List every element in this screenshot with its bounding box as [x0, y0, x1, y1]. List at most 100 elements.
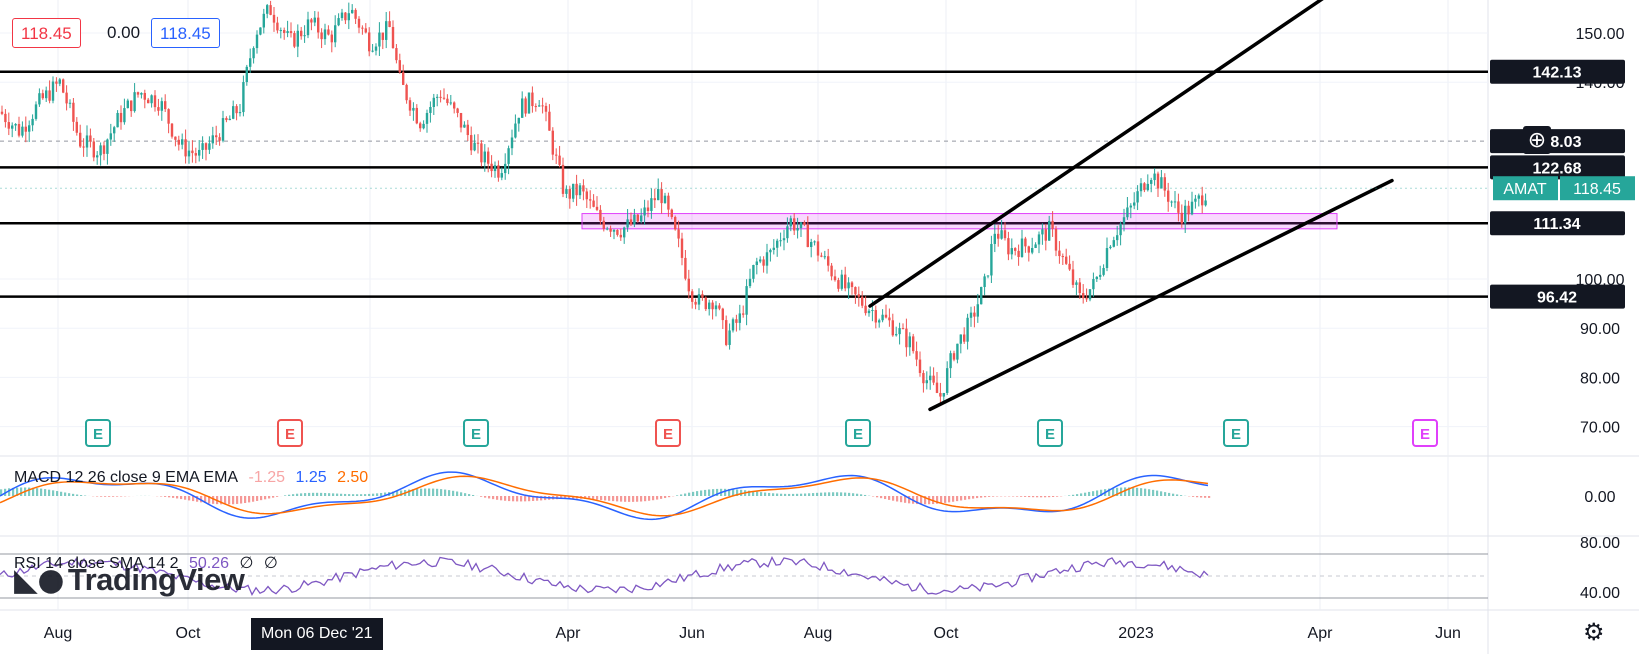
- macd-histogram-bar: [436, 488, 439, 496]
- macd-histogram-bar: [332, 493, 335, 496]
- candle-body: [993, 233, 996, 244]
- macd-histogram-bar: [232, 496, 235, 505]
- macd-histogram-bar: [764, 492, 767, 496]
- candle-body: [255, 34, 259, 49]
- candle-body: [252, 48, 255, 59]
- candle-body: [439, 96, 442, 98]
- price-left-box: 118.45: [12, 18, 81, 48]
- macd-histogram-bar: [800, 493, 803, 496]
- candle-body: [147, 99, 150, 104]
- candle-body: [123, 108, 126, 123]
- candle-body: [619, 234, 622, 238]
- candle-body: [497, 165, 500, 178]
- candle-body: [160, 101, 163, 111]
- candle-body: [408, 100, 412, 111]
- candle-body: [1119, 223, 1122, 236]
- candle-body: [922, 373, 925, 384]
- level-price-tag: [1490, 284, 1625, 309]
- macd-histogram-bar: [100, 496, 103, 497]
- candle-body: [483, 151, 486, 163]
- macd-histogram-bar: [316, 492, 319, 496]
- macd-histogram-bar: [1164, 492, 1167, 496]
- add-alert-plus-icon[interactable]: ⊕: [1523, 126, 1551, 154]
- earnings-marker-label: E: [1045, 426, 1055, 443]
- rsi-legend[interactable]: RSI 14 close SMA 14 2 50.26 ∅ ∅: [14, 553, 284, 573]
- macd-histogram-bar: [828, 492, 831, 496]
- macd-histogram-bar: [852, 493, 855, 496]
- macd-histogram-bar: [792, 493, 795, 496]
- macd-legend[interactable]: MACD 12 26 close 9 EMA EMA -1.25 1.25 2.…: [14, 469, 374, 487]
- macd-histogram-bar: [972, 496, 975, 499]
- settings-gear-icon[interactable]: ⚙: [1583, 618, 1605, 646]
- candle-body: [204, 143, 208, 150]
- candle-body: [708, 302, 711, 310]
- candle-body: [470, 135, 473, 151]
- macd-histogram-bar: [664, 496, 667, 499]
- macd-histogram-bar: [28, 487, 31, 496]
- candle-body: [170, 123, 174, 137]
- macd-histogram-bar: [468, 494, 471, 496]
- candle-body: [1095, 276, 1098, 280]
- y-tick-label: 80.00: [1580, 370, 1620, 387]
- macd-histogram-bar: [248, 496, 251, 503]
- candle-body: [340, 12, 344, 19]
- macd-histogram-bar: [976, 496, 979, 499]
- candle-body: [48, 90, 51, 101]
- candle-body: [337, 18, 340, 26]
- candle-body: [908, 336, 911, 348]
- macd-histogram-bar: [336, 493, 339, 496]
- candle-body: [388, 21, 391, 27]
- candle-body: [1177, 201, 1180, 213]
- candle-body: [575, 183, 578, 196]
- macd-histogram-bar: [944, 496, 947, 503]
- macd-histogram-bar: [780, 493, 783, 496]
- macd-histogram-bar: [652, 496, 655, 501]
- candle-body: [867, 310, 871, 314]
- candle-body: [555, 154, 558, 156]
- candle-body: [4, 113, 7, 123]
- candle-body: [592, 200, 595, 207]
- candle-body: [646, 207, 650, 212]
- candle-body: [99, 145, 102, 156]
- candle-body: [449, 102, 452, 104]
- change-value: 0.00: [107, 23, 141, 42]
- macd-histogram-bar: [656, 496, 659, 500]
- macd-histogram-bar: [300, 493, 303, 496]
- candle-body: [568, 189, 571, 199]
- macd-histogram-bar: [400, 490, 403, 496]
- candle-body: [847, 282, 850, 289]
- macd-histogram-bar: [524, 496, 527, 502]
- candle-body: [96, 155, 99, 158]
- macd-histogram-bar: [420, 488, 423, 496]
- macd-histogram-bar: [104, 496, 107, 497]
- candle-body: [691, 291, 694, 302]
- x-tick-label: Aug: [804, 625, 832, 642]
- candle-body: [425, 112, 429, 124]
- macd-histogram-bar: [264, 496, 267, 500]
- candle-body: [976, 304, 979, 317]
- candle-body: [782, 238, 786, 241]
- macd-histogram-bar: [164, 496, 167, 497]
- rsi-label: RSI 14 close SMA 14 2: [14, 555, 179, 572]
- candle-body: [453, 102, 456, 109]
- candle-body: [75, 121, 78, 133]
- candle-body: [279, 30, 282, 32]
- macd-histogram-bar: [456, 491, 459, 496]
- candle-body: [779, 240, 782, 242]
- macd-histogram-bar: [408, 489, 411, 496]
- candle-body: [925, 380, 928, 384]
- candle-body: [198, 149, 201, 156]
- candle-body: [487, 151, 490, 164]
- candle-body: [415, 107, 418, 124]
- candle-body: [677, 229, 680, 239]
- macd-signal-line: [0, 475, 1209, 517]
- candle-body: [266, 5, 269, 14]
- candle-body: [361, 27, 364, 29]
- macd-histogram-bar: [48, 489, 51, 496]
- candle-body: [79, 132, 82, 147]
- macd-histogram-bar: [904, 496, 907, 503]
- candle-body: [1034, 244, 1037, 248]
- candle-body: [395, 48, 398, 61]
- macd-histogram-bar: [732, 489, 735, 496]
